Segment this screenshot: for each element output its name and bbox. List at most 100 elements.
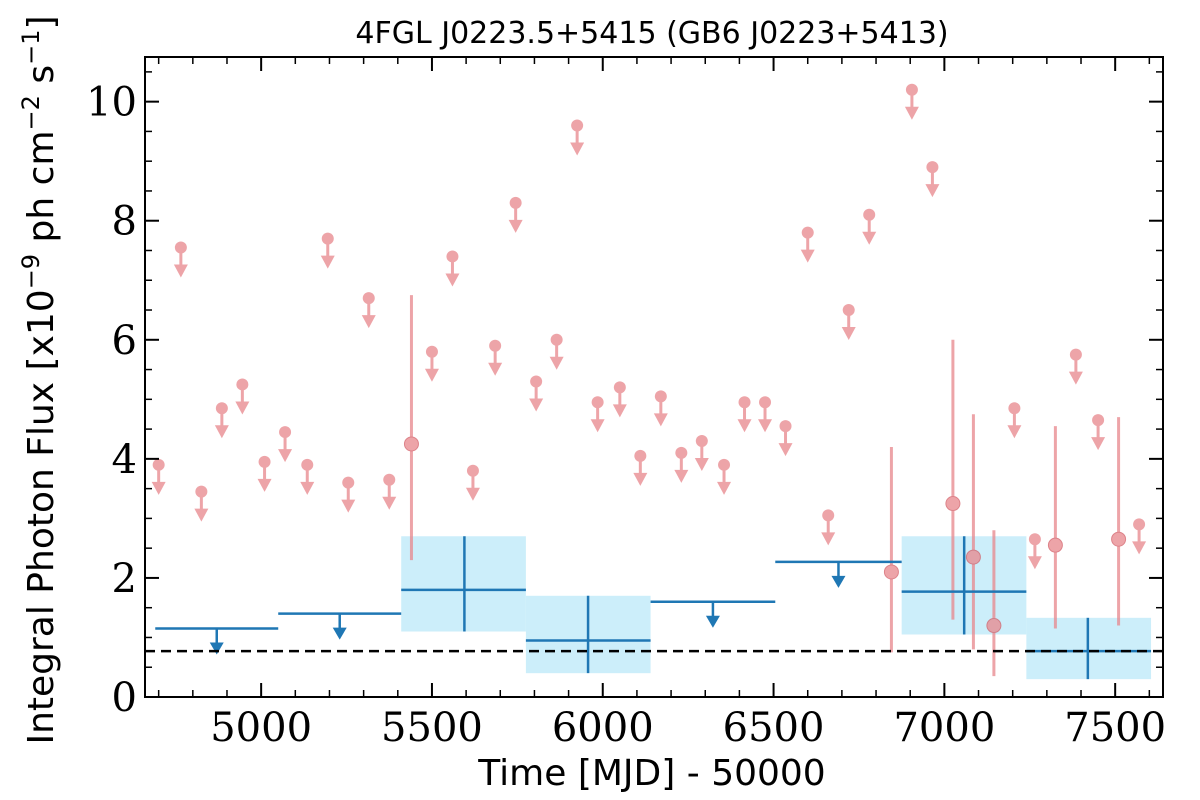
down-arrow-icon — [925, 184, 940, 198]
short-bin-upper-limit — [424, 345, 439, 382]
down-arrow-icon — [214, 425, 229, 439]
down-arrow-icon — [1027, 556, 1042, 570]
upper-limit-point — [489, 339, 502, 352]
upper-limit-point — [738, 396, 751, 409]
upper-limit-point — [842, 304, 855, 317]
upper-limit-point — [174, 241, 187, 254]
short-bin-upper-limit — [300, 458, 315, 495]
upper-limit-point — [236, 378, 249, 391]
detection-point — [1111, 531, 1127, 547]
short-bin-upper-limit — [488, 339, 503, 376]
upper-limit-point — [613, 381, 626, 394]
upper-limit-point — [695, 435, 708, 447]
upper-limit-point — [571, 119, 584, 132]
short-bin-upper-limit — [235, 378, 250, 415]
y-tick-label: 4 — [112, 437, 137, 483]
short-bin-upper-limit — [465, 464, 480, 501]
short-bin-upper-limit — [1091, 414, 1106, 451]
short-bin-upper-limit — [694, 435, 709, 471]
down-arrow-icon — [488, 362, 503, 376]
long-bin-upper-limit — [775, 560, 902, 588]
short-bin-upper-limit — [737, 396, 752, 433]
down-arrow-icon — [717, 481, 732, 495]
y-tick-label: 0 — [112, 675, 137, 721]
down-arrow-icon — [445, 273, 460, 287]
upper-limit-point — [258, 455, 271, 468]
short-bin-upper-limit — [320, 232, 335, 269]
short-bin-upper-limit — [612, 381, 627, 418]
down-arrow-icon — [694, 458, 709, 471]
short-bin-detection — [883, 446, 899, 653]
short-bin-upper-limit — [590, 396, 605, 433]
short-bin-upper-limit — [570, 119, 585, 156]
down-arrow-icon — [570, 142, 585, 156]
y-tick-label: 6 — [112, 318, 137, 364]
upper-limit-point — [342, 476, 355, 489]
short-bin-upper-limit — [1132, 518, 1147, 555]
upper-limit-point — [321, 232, 334, 245]
x-tick-label: 5500 — [381, 705, 483, 751]
down-arrow-icon — [653, 413, 668, 427]
short-bin-upper-limit — [194, 485, 209, 522]
x-axis: 5000 5500 6000 6500 7000 7500 — [157, 57, 1166, 751]
detection-point — [403, 436, 419, 452]
down-arrow-icon — [737, 419, 752, 433]
short-bin-upper-limit — [778, 420, 793, 457]
upper-limit-point — [195, 485, 208, 498]
y-tick-label: 10 — [86, 80, 137, 126]
x-tick-label: 6500 — [723, 705, 825, 751]
upper-limit-point — [383, 473, 396, 486]
down-arrow-icon — [705, 615, 720, 628]
short-bin-upper-limit — [382, 473, 397, 510]
down-arrow-icon — [674, 469, 689, 483]
upper-limit-point — [362, 292, 375, 305]
down-arrow-icon — [508, 219, 523, 233]
upper-limit-point — [863, 208, 876, 221]
down-arrow-icon — [590, 419, 605, 433]
down-arrow-icon — [173, 264, 188, 278]
down-arrow-icon — [1068, 371, 1083, 385]
down-arrow-icon — [549, 356, 564, 370]
short-bin-upper-limit — [717, 458, 732, 495]
down-arrow-icon — [465, 487, 480, 501]
upper-limit-point — [1092, 414, 1105, 427]
long-bin-detection — [401, 536, 526, 632]
upper-limit-point — [215, 402, 228, 415]
short-bin-detection — [965, 414, 981, 650]
short-bin-upper-limit — [862, 208, 877, 245]
upper-limit-point — [718, 458, 731, 471]
down-arrow-icon — [341, 499, 356, 513]
down-arrow-icon — [235, 401, 250, 415]
down-arrow-icon — [257, 478, 272, 492]
short-bin-upper-limit — [1068, 348, 1083, 385]
short-bin-upper-limit — [508, 196, 523, 233]
upper-limit-point — [759, 396, 772, 409]
upper-limit-point — [1069, 348, 1082, 361]
down-arrow-icon — [862, 231, 877, 245]
short-bin-upper-limit — [361, 292, 376, 329]
short-bin-detection — [945, 339, 961, 620]
short-bin-upper-limit — [278, 426, 293, 463]
short-bin-upper-limit — [1027, 533, 1042, 570]
down-arrow-icon — [194, 508, 209, 522]
short-bin-upper-limit — [151, 458, 166, 495]
down-arrow-icon — [529, 398, 544, 412]
short-bin-upper-limit — [445, 250, 460, 287]
upper-limit-point — [152, 458, 165, 471]
down-arrow-icon — [821, 532, 836, 546]
short-bin-upper-limit — [674, 446, 689, 483]
upper-limit-point — [654, 390, 667, 403]
short-bin-upper-limit — [758, 396, 773, 433]
short-bin-upper-limit — [821, 509, 836, 546]
down-arrow-icon — [332, 627, 347, 640]
long-bin-upper-limit — [650, 600, 776, 628]
detection-point — [945, 496, 961, 512]
x-tick-label: 7500 — [1064, 705, 1166, 751]
down-arrow-icon — [778, 443, 793, 457]
x-axis-label: Time [MJD] - 50000 — [477, 753, 825, 794]
long-bin-detection — [901, 536, 1027, 635]
y-axis-label: Integral Photon Flux [x10−9 ph cm−2 s−1] — [17, 15, 62, 744]
upper-limit-point — [591, 396, 604, 409]
down-arrow-icon — [361, 315, 376, 329]
upper-limit-point — [1028, 533, 1041, 546]
